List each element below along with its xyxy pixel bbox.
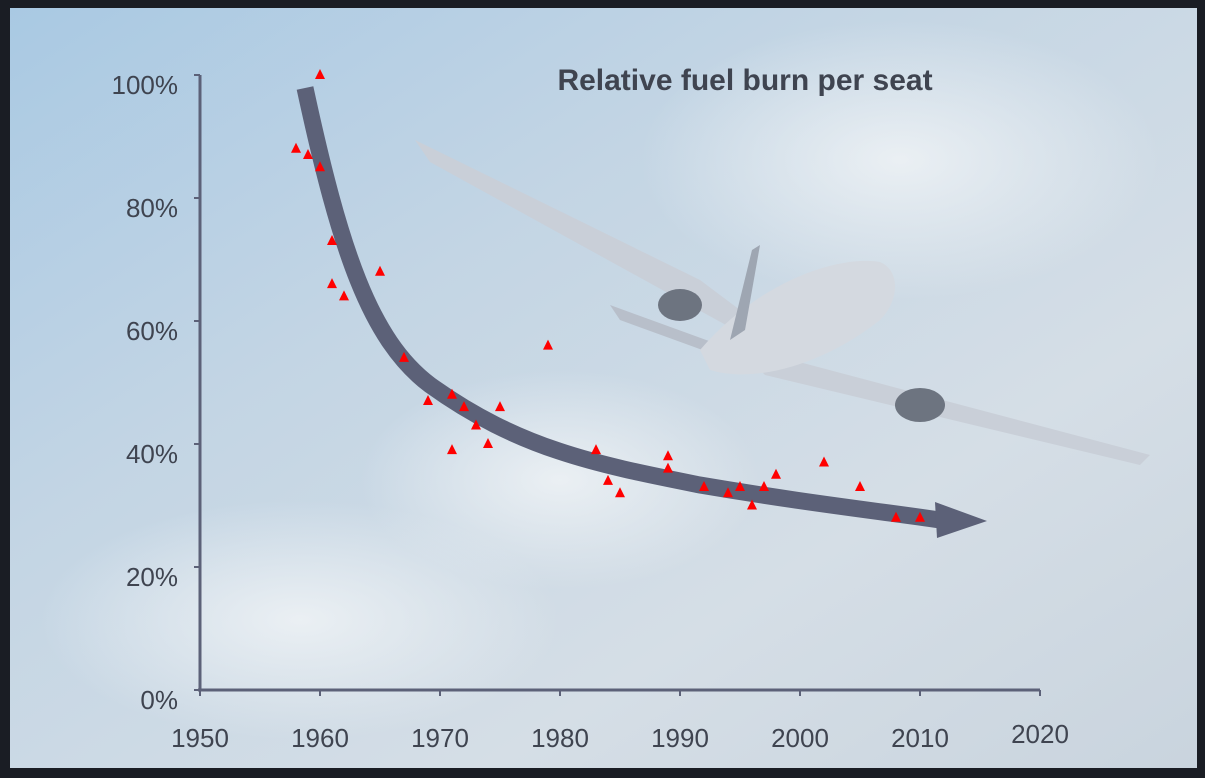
x-tick-label: 2000 [771,723,829,753]
cloud [40,500,560,740]
x-tick-label: 1970 [411,723,469,753]
y-tick-label: 40% [126,439,178,469]
x-tick-label: 1960 [291,723,349,753]
x-tick-label: 2020 [1011,719,1069,749]
chart: Relative fuel burn per seat 0% 20% 40% 60% 8… [0,0,1205,778]
y-tick-label: 60% [126,316,178,346]
x-tick-label: 1980 [531,723,589,753]
x-tick-label: 1990 [651,723,709,753]
chart-title: Relative fuel burn per seat [557,64,932,97]
y-tick-label: 20% [126,562,178,592]
cloud [640,20,1160,300]
y-tick-label: 0% [140,685,178,715]
page: Relative fuel burn per seat 0% 20% 40% 60% 8… [0,0,1205,778]
y-tick-label: 100% [112,70,179,100]
x-tick-label: 2010 [891,723,949,753]
y-tick-label: 80% [126,193,178,223]
x-tick-label: 1950 [171,723,229,753]
